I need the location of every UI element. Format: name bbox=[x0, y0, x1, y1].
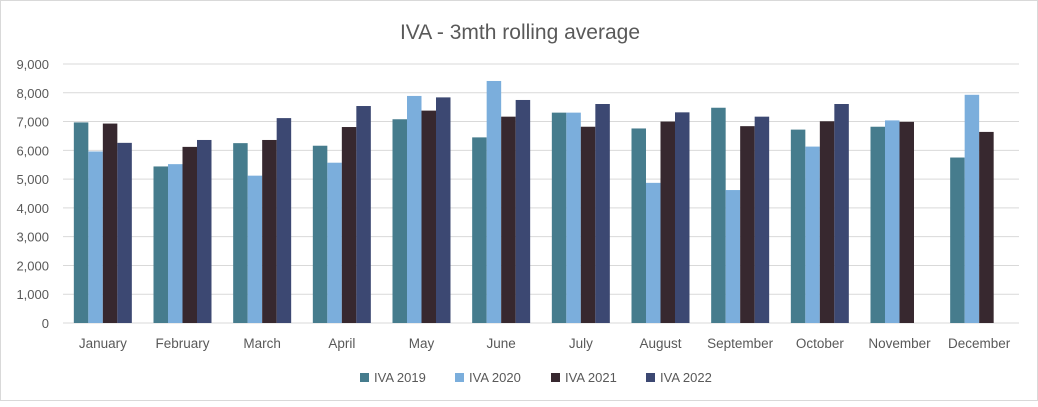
bar-iva-2019-april bbox=[312, 145, 328, 323]
x-tick-label: February bbox=[155, 336, 209, 351]
y-tick-label: 9,000 bbox=[16, 57, 49, 72]
bar-iva-2021-august bbox=[660, 121, 675, 323]
x-tick-label: September bbox=[707, 336, 774, 351]
y-tick-label: 1,000 bbox=[16, 287, 49, 302]
bar-iva-2021-july bbox=[580, 126, 596, 323]
x-tick-label: July bbox=[569, 336, 593, 351]
y-tick-label: 7,000 bbox=[16, 115, 49, 130]
bar-iva-2022-may bbox=[436, 97, 451, 323]
chart-title: IVA - 3mth rolling average bbox=[400, 21, 640, 44]
x-tick-label: August bbox=[639, 336, 681, 351]
bar-iva-2020-september bbox=[725, 190, 741, 323]
bar-iva-2019-february bbox=[153, 166, 168, 323]
bar-iva-2022-january bbox=[117, 142, 132, 323]
y-tick-label: 8,000 bbox=[16, 86, 49, 101]
bar-iva-2022-february bbox=[197, 139, 212, 323]
legend-swatch bbox=[646, 373, 655, 382]
bar-iva-2020-august bbox=[646, 182, 661, 323]
x-tick-label: April bbox=[328, 336, 355, 351]
bar-iva-2019-december bbox=[950, 157, 965, 323]
bar-iva-2022-march bbox=[276, 118, 292, 323]
bar-iva-2021-april bbox=[341, 127, 357, 323]
bar-iva-2019-september bbox=[711, 107, 726, 324]
bar-iva-2019-january bbox=[73, 122, 89, 324]
legend-label: IVA 2021 bbox=[565, 370, 617, 385]
y-tick-label: 6,000 bbox=[16, 143, 49, 158]
bar-iva-2021-february bbox=[182, 146, 197, 323]
bar-iva-2022-july bbox=[595, 104, 610, 323]
bar-iva-2019-june bbox=[472, 137, 487, 323]
x-tick-label: October bbox=[796, 336, 845, 351]
y-tick-label: 4,000 bbox=[16, 201, 49, 216]
y-tick-label: 0 bbox=[42, 316, 49, 331]
bar-iva-2019-november bbox=[870, 126, 885, 323]
bar-iva-2021-december bbox=[979, 131, 994, 323]
x-tick-label: May bbox=[409, 336, 435, 351]
x-tick-label: January bbox=[79, 336, 127, 351]
x-tick-label: December bbox=[948, 336, 1011, 351]
legend-label: IVA 2019 bbox=[374, 370, 426, 385]
bar-iva-2020-march bbox=[247, 175, 263, 323]
bar-iva-2019-august bbox=[631, 128, 646, 323]
legend-swatch bbox=[551, 373, 560, 382]
bar-iva-2019-may bbox=[392, 119, 407, 324]
bar-iva-2021-october bbox=[819, 121, 835, 323]
bar-iva-2019-july bbox=[551, 112, 567, 323]
bar-iva-2020-april bbox=[327, 162, 342, 323]
legend-swatch bbox=[455, 373, 464, 382]
bar-iva-2020-may bbox=[407, 95, 422, 324]
bar-iva-2020-january bbox=[88, 151, 103, 323]
y-tick-label: 2,000 bbox=[16, 258, 49, 273]
bar-iva-2022-june bbox=[515, 99, 531, 323]
bar-iva-2020-october bbox=[805, 146, 820, 323]
x-tick-label: June bbox=[487, 336, 516, 351]
legend-label: IVA 2022 bbox=[660, 370, 712, 385]
bar-iva-2021-march bbox=[262, 139, 277, 323]
bar-iva-2021-june bbox=[501, 116, 516, 323]
bar-iva-2021-november bbox=[899, 121, 914, 324]
bar-iva-2021-january bbox=[102, 123, 118, 323]
bar-iva-2020-november bbox=[885, 120, 900, 323]
bar-iva-2022-april bbox=[356, 106, 371, 323]
bar-iva-2019-october bbox=[790, 129, 806, 323]
bar-iva-2020-june bbox=[486, 80, 502, 324]
bar-iva-2020-july bbox=[566, 112, 581, 323]
legend-label: IVA 2020 bbox=[469, 370, 521, 385]
bar-iva-2022-september bbox=[754, 116, 770, 323]
bar-iva-2020-february bbox=[168, 164, 183, 323]
x-tick-label: March bbox=[243, 336, 281, 351]
bar-iva-2022-august bbox=[675, 112, 690, 323]
x-tick-label: November bbox=[868, 336, 931, 351]
y-tick-label: 3,000 bbox=[16, 230, 49, 245]
bar-iva-2020-december bbox=[964, 94, 980, 323]
y-tick-label: 5,000 bbox=[16, 172, 49, 187]
bar-iva-2021-may bbox=[421, 110, 436, 324]
bar-iva-2021-september bbox=[740, 126, 755, 323]
bar-iva-2022-october bbox=[834, 104, 849, 323]
bar-iva-2019-march bbox=[233, 143, 248, 323]
legend-swatch bbox=[360, 373, 369, 382]
